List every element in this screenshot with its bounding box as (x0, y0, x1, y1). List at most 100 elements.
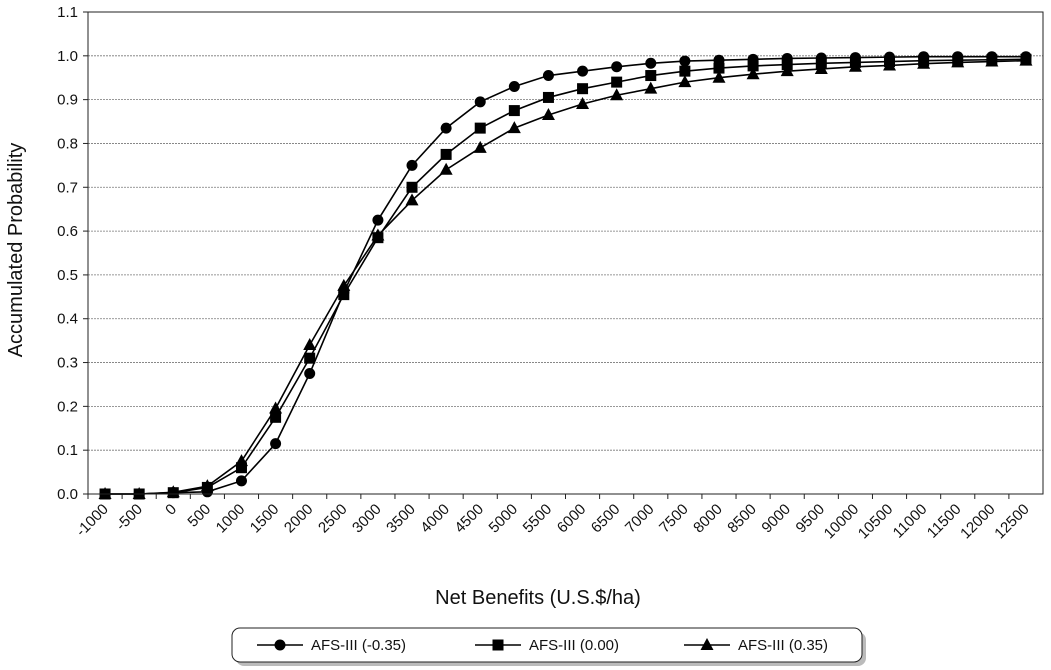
x-tick-label: 5500 (520, 501, 556, 537)
legend: AFS-III (-0.35) AFS-III (0.00) AFS-III (0.… (231, 627, 866, 666)
data-point-triangle (644, 81, 658, 94)
data-point-square (611, 76, 623, 88)
x-tick-label: 10000 (821, 501, 863, 543)
legend-box (231, 627, 863, 663)
y-tick-label: 1.1 (57, 4, 78, 21)
x-tick-label: -1000 (73, 501, 112, 540)
data-point-square (270, 411, 282, 423)
x-tick-label: 9000 (758, 501, 794, 537)
data-point-triangle (269, 401, 283, 414)
data-point-triangle (439, 162, 453, 175)
x-tick-label: 4000 (417, 501, 453, 537)
data-point-circle (372, 214, 384, 226)
x-tick-label: 6000 (554, 501, 590, 537)
data-point-square (440, 148, 452, 160)
x-tick-label: 10500 (855, 501, 897, 543)
data-point-square (474, 122, 486, 134)
x-tick-label: 7500 (656, 501, 692, 537)
x-tick-label: 4500 (451, 501, 487, 537)
data-point-circle (508, 80, 520, 92)
x-tick-label: 11500 (924, 501, 965, 542)
x-tick-label: 3500 (383, 501, 419, 537)
data-point-circle (679, 55, 691, 67)
data-point-triangle (337, 278, 351, 291)
data-point-triangle (678, 75, 692, 88)
plot-area-frame (87, 11, 1044, 495)
y-tick-label: 0.4 (57, 311, 78, 328)
data-point-triangle (371, 228, 385, 241)
data-point-circle (304, 368, 316, 379)
y-tick-label: 1.0 (57, 48, 78, 65)
x-tick-label: 8500 (724, 501, 760, 537)
data-point-square (406, 181, 418, 193)
data-point-square (645, 70, 657, 82)
series-line-triangle (105, 59, 1026, 495)
legend-marker-circle (274, 639, 286, 651)
series-group (98, 51, 1033, 500)
series-square (99, 53, 1032, 500)
y-tick-label: 0.0 (57, 486, 78, 503)
y-tick-label: 0.5 (57, 267, 78, 284)
data-point-circle (542, 70, 554, 82)
data-point-triangle (234, 454, 248, 467)
data-point-square (747, 60, 759, 72)
y-tick-label: 0.7 (57, 179, 78, 196)
x-tick-label: 6500 (588, 501, 624, 537)
grid-lines (88, 11, 1043, 495)
data-point-square (542, 91, 554, 103)
data-point-triangle (848, 59, 862, 72)
x-tick-label: 5000 (486, 501, 522, 537)
data-point-circle (645, 57, 657, 69)
x-tick-label: 7000 (622, 501, 658, 537)
data-point-triangle (814, 61, 828, 74)
data-point-square (577, 83, 589, 95)
y-tick-label: 0.1 (57, 442, 78, 459)
x-tick-label: 2500 (315, 501, 351, 537)
y-tick-label: 0.8 (57, 135, 78, 152)
x-tick-label: 11000 (890, 501, 931, 542)
data-point-triangle (541, 107, 555, 120)
data-point-circle (406, 159, 418, 171)
data-point-triangle (985, 54, 999, 67)
data-point-triangle (746, 67, 760, 80)
x-axis-ticks: -1000 -500 0 500100015002000250030003500400… (73, 494, 1033, 542)
data-point-circle (440, 122, 452, 134)
y-tick-label: 0.3 (57, 355, 78, 372)
y-tick-label: 0.2 (57, 398, 78, 415)
x-tick-label: 1000 (213, 501, 249, 537)
data-point-triangle (576, 97, 590, 110)
data-point-triangle (712, 70, 726, 83)
y-tick-label: 0.9 (57, 92, 78, 109)
x-tick-label: 12500 (991, 501, 1033, 543)
series-line-circle (105, 55, 1026, 495)
x-axis-title: Net Benefits (U.S.$/ha) (435, 587, 641, 609)
legend-label: AFS-III (0.00) (529, 637, 619, 654)
data-point-triangle (917, 56, 931, 69)
data-point-triangle (883, 58, 897, 71)
data-point-circle (474, 96, 486, 108)
data-point-circle (235, 475, 247, 487)
data-point-triangle (780, 64, 794, 77)
data-point-circle (577, 65, 589, 77)
x-tick-label: 1500 (247, 501, 283, 537)
data-point-square (679, 65, 691, 77)
data-point-circle (611, 61, 623, 73)
data-point-square (304, 352, 316, 364)
legend-marker-square (492, 639, 504, 651)
x-tick-label: -500 (113, 501, 146, 534)
x-tick-label: 500 (184, 501, 214, 531)
x-tick-label: 3000 (349, 501, 385, 537)
series-line-square (105, 58, 1026, 495)
legend-label: AFS-III (-0.35) (311, 637, 406, 654)
data-point-triangle (200, 479, 214, 492)
x-tick-label: 0 (162, 501, 180, 519)
data-point-square (235, 462, 247, 474)
data-point-triangle (951, 55, 965, 68)
data-point-triangle (610, 88, 624, 101)
legend-marker-triangle (700, 638, 714, 650)
data-point-circle (270, 438, 282, 450)
y-axis-title: Accumulated Probability (5, 143, 27, 358)
data-point-triangle (507, 121, 521, 134)
x-tick-label: 2000 (281, 501, 317, 537)
